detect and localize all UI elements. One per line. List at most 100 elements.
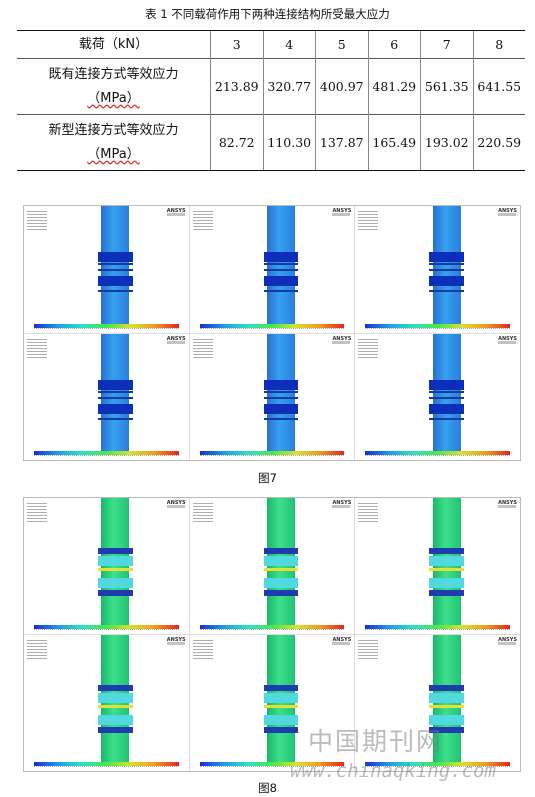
stress-cell: 561.35 <box>420 58 473 115</box>
color-legend-bar <box>199 323 345 328</box>
legend-ticks <box>199 327 345 333</box>
connector-band <box>98 269 133 271</box>
legend-ticks <box>365 629 511 634</box>
result-info-block <box>192 638 213 660</box>
legend-ticks <box>199 629 345 634</box>
connector-band <box>263 290 299 292</box>
connector-band <box>263 590 299 596</box>
connector-band <box>263 252 299 262</box>
row-unit: （MPa） <box>17 143 210 167</box>
contour-plot-panel: ANSYS <box>189 333 355 460</box>
connector-band <box>263 396 299 399</box>
plot-number-label <box>498 505 516 508</box>
connector-band <box>429 252 464 262</box>
figure-grid: ANSYS ANSYS ANSYS ANSYS ANSYS ANSYS <box>23 497 521 772</box>
connector-band <box>263 727 299 733</box>
color-legend-bar <box>33 451 179 455</box>
connector-band <box>429 578 464 588</box>
load-header: 载荷（kN） <box>17 30 211 59</box>
result-info-block <box>358 638 379 660</box>
connector-band <box>98 693 133 703</box>
figure-7-caption: 图7 <box>258 471 277 485</box>
load-col-header: 8 <box>472 30 525 59</box>
connector-band <box>429 727 464 733</box>
connector-band <box>98 403 133 414</box>
connector-band <box>98 396 133 399</box>
connector-band <box>263 276 299 286</box>
figure-8-simulation-grid: ANSYS ANSYS ANSYS ANSYS ANSYS ANSYS <box>23 497 521 772</box>
figure-grid: ANSYS ANSYS ANSYS ANSYS ANSYS ANSYS <box>23 205 521 461</box>
connector-band <box>98 252 133 262</box>
result-info-block <box>27 336 47 359</box>
contour-plot-panel: ANSYS <box>355 498 520 634</box>
watermark-text: 中国期刊网 <box>308 727 444 756</box>
load-col-header: 7 <box>420 30 473 59</box>
result-info-block <box>192 336 213 359</box>
result-info-block <box>192 209 213 231</box>
load-col-header: 4 <box>262 30 316 59</box>
ansys-badge: ANSYS <box>166 335 186 342</box>
connector-band <box>429 290 464 292</box>
color-legend-bar <box>199 625 345 629</box>
color-legend-bar <box>365 625 511 629</box>
legend-ticks <box>365 327 511 333</box>
ansys-badge: ANSYS <box>166 208 186 214</box>
contour-plot-panel: ANSYS <box>189 635 355 771</box>
connector-band <box>429 417 464 420</box>
stress-cell: 481.29 <box>367 58 421 115</box>
legend-ticks <box>33 766 179 771</box>
color-legend-bar <box>33 323 179 328</box>
connector-band <box>98 390 133 393</box>
connector-band <box>263 379 299 390</box>
connector-band <box>263 556 299 566</box>
row-unit-text: （MPa） <box>87 146 140 162</box>
color-legend-bar <box>199 762 345 766</box>
stress-cell: 220.59 <box>472 114 525 171</box>
contour-plot-panel: ANSYS <box>189 498 355 634</box>
connector-band <box>263 693 299 703</box>
connector-band <box>429 705 464 708</box>
connector-band <box>98 290 133 292</box>
connector-band <box>263 390 299 393</box>
legend-ticks <box>365 766 511 771</box>
load-col-header: 6 <box>367 30 421 59</box>
connector-band <box>429 590 464 596</box>
connector-band <box>263 568 299 571</box>
connector-band <box>429 548 464 554</box>
connector-band <box>98 417 133 420</box>
contour-plot-panel: ANSYS <box>189 206 355 333</box>
stress-cell: 82.72 <box>210 114 263 171</box>
connector-band <box>429 263 464 265</box>
legend-ticks <box>199 766 345 771</box>
figure-8-caption: 图8 <box>258 781 277 795</box>
color-legend-bar <box>365 323 511 328</box>
plot-number-label <box>498 213 516 216</box>
plot-number-label <box>166 340 185 344</box>
connector-band <box>98 568 133 571</box>
contour-plot-panel: ANSYS <box>24 206 189 333</box>
plot-number-label <box>332 505 351 508</box>
result-info-block <box>27 638 47 660</box>
contour-plot-panel: ANSYS <box>24 498 189 634</box>
stress-cell: 641.55 <box>472 58 525 115</box>
table-caption: 表 1 不同载荷作用下两种连接结构所受最大应力 <box>145 7 390 21</box>
ansys-badge: ANSYS <box>332 208 352 214</box>
contour-plot-panel: ANSYS <box>24 635 189 771</box>
connector-band <box>98 727 133 733</box>
connector-band <box>98 556 133 566</box>
result-info-block <box>192 501 213 523</box>
connector-band <box>263 578 299 588</box>
row-label: 新型连接方式等效应力 （MPa） <box>17 114 211 171</box>
ansys-badge: ANSYS <box>498 335 517 342</box>
connector-band <box>429 568 464 571</box>
table-header-row: 载荷（kN） 3 4 5 6 7 8 <box>17 30 525 59</box>
connector-band <box>98 705 133 708</box>
connector-band <box>98 715 133 725</box>
connector-band <box>429 403 464 414</box>
color-legend-bar <box>33 625 179 629</box>
contour-plot-panel: ANSYS <box>355 333 520 460</box>
row-label: 既有连接方式等效应力 （MPa） <box>17 58 211 115</box>
table-row: 新型连接方式等效应力 （MPa） 82.72 110.30 137.87 165… <box>17 114 525 171</box>
connector-band <box>263 715 299 725</box>
stress-cell: 400.97 <box>315 58 368 115</box>
